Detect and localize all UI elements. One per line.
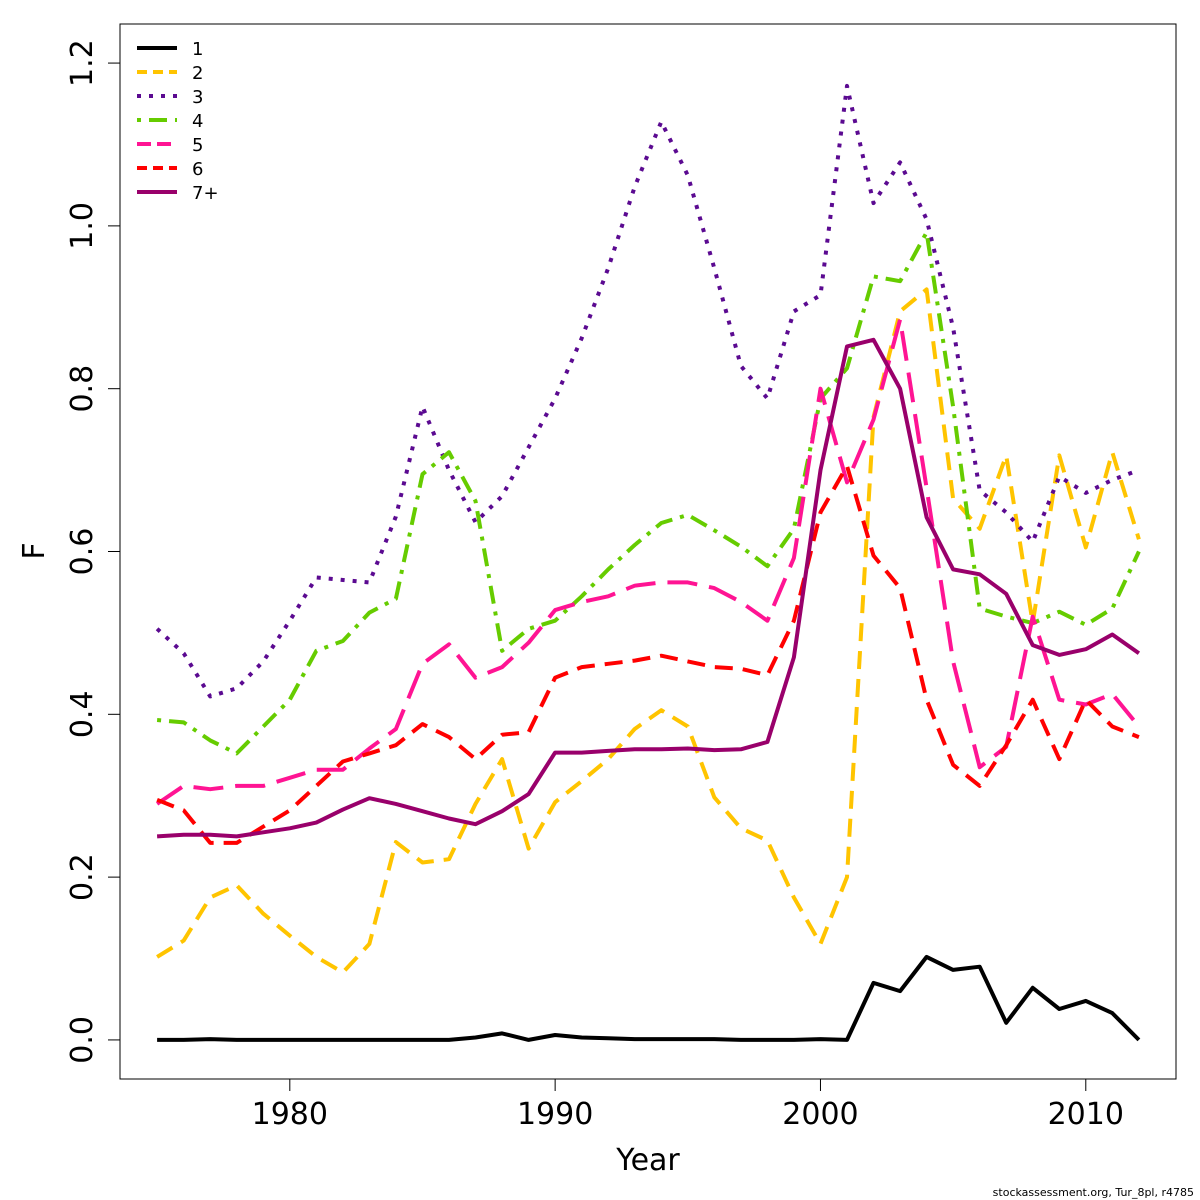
series-line-7 (156, 337, 1141, 839)
y-tick-label: 1.0 (65, 202, 100, 250)
y-axis-title: F (17, 542, 52, 559)
y-tick-label: 0.8 (65, 365, 100, 413)
x-tick-label: 1990 (517, 1097, 593, 1132)
y-tick-label: 0.0 (65, 1016, 100, 1064)
series-layer (155, 83, 1141, 1042)
legend: 1 2 3 4 5 6 7+ (137, 39, 219, 204)
x-tick-label: 1980 (252, 1097, 328, 1132)
legend-label-3: 3 (192, 87, 203, 108)
legend-label-5: 5 (192, 135, 203, 156)
series-line-6 (156, 464, 1140, 845)
x-tick-label: 2010 (1048, 1097, 1124, 1132)
series-line-5 (155, 317, 1141, 806)
y-axis: 0.0 0.2 0.4 0.6 0.8 1.0 1.2 (65, 39, 121, 1064)
legend-label-6: 6 (192, 159, 203, 180)
series-line-3 (155, 83, 1140, 699)
x-axis-title: Year (615, 1143, 680, 1178)
footer-credit: stockassessment.org, Tur_8pl, r4785 (993, 1186, 1194, 1199)
legend-label-7: 7+ (192, 183, 219, 204)
y-tick-label: 0.6 (65, 528, 100, 576)
legend-label-4: 4 (192, 111, 203, 132)
y-tick-label: 0.2 (65, 853, 100, 901)
series-line-1 (157, 954, 1141, 1042)
y-tick-label: 0.4 (65, 690, 100, 738)
legend-label-2: 2 (192, 63, 203, 84)
x-tick-label: 2000 (782, 1097, 858, 1132)
legend-label-1: 1 (192, 39, 203, 60)
x-axis: 1980 1990 2000 2010 (252, 1078, 1124, 1132)
series-line-4 (156, 230, 1141, 756)
y-tick-label: 1.2 (65, 39, 100, 87)
